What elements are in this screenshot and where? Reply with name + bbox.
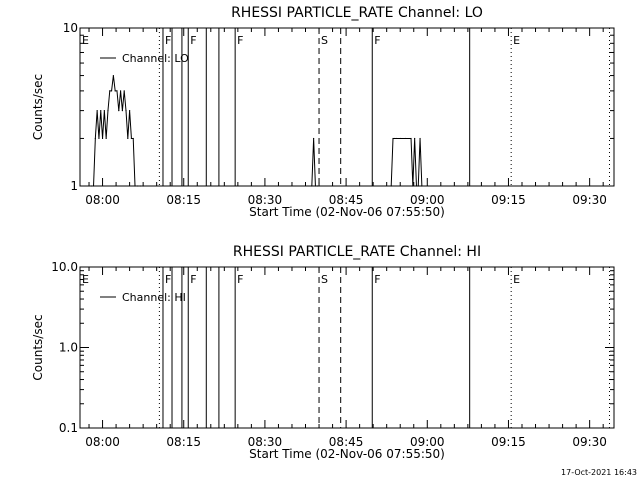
x-tick-label: 08:00	[85, 193, 120, 207]
data-point	[118, 110, 120, 112]
y-tick-label: 10	[63, 21, 78, 35]
data-point	[415, 185, 418, 187]
data-point	[107, 110, 109, 112]
x-tick-label: 08:45	[329, 435, 364, 449]
data-point	[125, 110, 127, 112]
x-tick-label: 08:45	[329, 193, 364, 207]
data-point	[103, 110, 105, 112]
data-point	[311, 185, 313, 187]
data-point	[105, 137, 107, 140]
chart-title: RHESSI PARTICLE_RATE Channel: HI	[233, 244, 481, 260]
y-axis-label: Counts/sec	[31, 74, 45, 140]
x-tick-label: 09:15	[491, 435, 526, 449]
data-point	[399, 137, 401, 140]
data-point	[419, 137, 421, 140]
x-tick-label: 09:00	[410, 193, 445, 207]
x-tick-label: 09:30	[572, 435, 607, 449]
y-tick-label: 10.0	[51, 260, 78, 274]
data-point	[116, 90, 118, 92]
data-point	[127, 137, 129, 140]
data-point	[94, 137, 96, 140]
data-point	[421, 185, 423, 187]
data-point	[414, 137, 416, 140]
chart-panel-0: RHESSI PARTICLE_RATE Channel: LO 1 10 Count…	[31, 5, 615, 219]
data-point	[134, 185, 136, 187]
chart-title: RHESSI PARTICLE_RATE Channel: LO	[231, 5, 483, 21]
data-point	[119, 90, 122, 92]
data-point	[110, 90, 113, 92]
data-point	[130, 137, 133, 140]
data-point	[100, 110, 102, 112]
event-marker-label: E	[82, 34, 89, 47]
x-tick-label: 08:15	[166, 193, 201, 207]
x-tick-label: 09:30	[572, 193, 607, 207]
event-marker-label: E	[82, 273, 89, 286]
data-point	[392, 137, 394, 140]
data-point	[101, 137, 104, 140]
x-tick-label: 08:30	[248, 193, 283, 207]
event-marker-label: F	[190, 34, 196, 47]
data-point	[313, 137, 315, 140]
event-marker-label: F	[237, 34, 243, 47]
data-point	[98, 137, 100, 140]
data-point	[132, 137, 134, 140]
event-marker-label: F	[165, 34, 171, 47]
data-point	[112, 74, 114, 77]
x-tick-label: 08:30	[248, 435, 283, 449]
y-tick-label: 1	[70, 179, 78, 193]
event-marker-label: F	[374, 273, 380, 286]
x-tick-label: 08:15	[166, 435, 201, 449]
data-point	[91, 185, 93, 187]
event-marker-label: E	[513, 34, 520, 47]
data-point	[390, 185, 392, 187]
data-point	[114, 90, 116, 92]
data-point	[121, 110, 123, 112]
x-axis-label: Start Time (02-Nov-06 07:55:50)	[249, 447, 445, 461]
y-axis-label: Counts/sec	[31, 314, 45, 380]
legend-label: Channel: HI	[122, 291, 186, 304]
event-marker-label: F	[237, 273, 243, 286]
event-marker-label: S	[321, 34, 328, 47]
footer-timestamp: 17-Oct-2021 16:43	[561, 468, 637, 477]
event-marker-label: E	[513, 273, 520, 286]
data-point	[412, 185, 414, 187]
event-marker-label: F	[374, 34, 380, 47]
legend-label: Channel: LO	[122, 52, 189, 65]
data-point	[316, 185, 318, 187]
data-point	[129, 110, 131, 112]
y-tick-label: 1.0	[59, 341, 78, 355]
data-point	[410, 137, 412, 140]
data-point	[417, 185, 419, 187]
data-point	[139, 185, 142, 187]
data-point	[96, 110, 98, 112]
data-point	[314, 185, 317, 187]
data-point	[142, 185, 144, 187]
data-point	[92, 185, 95, 187]
x-axis-label: Start Time (02-Nov-06 07:55:50)	[249, 205, 445, 219]
data-point	[396, 137, 398, 140]
y-tick-label: 0.1	[59, 421, 78, 435]
chart-panel-1: RHESSI PARTICLE_RATE Channel: HI 0.1 1.0 10…	[31, 244, 615, 461]
data-point	[109, 90, 111, 92]
data-point	[123, 90, 125, 92]
x-tick-label: 09:15	[491, 193, 526, 207]
data-point	[394, 137, 396, 140]
data-point	[405, 137, 407, 140]
event-marker-label: S	[321, 273, 328, 286]
data-point	[137, 185, 139, 187]
event-marker-label: F	[165, 273, 171, 286]
x-tick-label: 08:00	[85, 435, 120, 449]
x-tick-label: 09:00	[410, 435, 445, 449]
event-marker-label: F	[190, 273, 196, 286]
